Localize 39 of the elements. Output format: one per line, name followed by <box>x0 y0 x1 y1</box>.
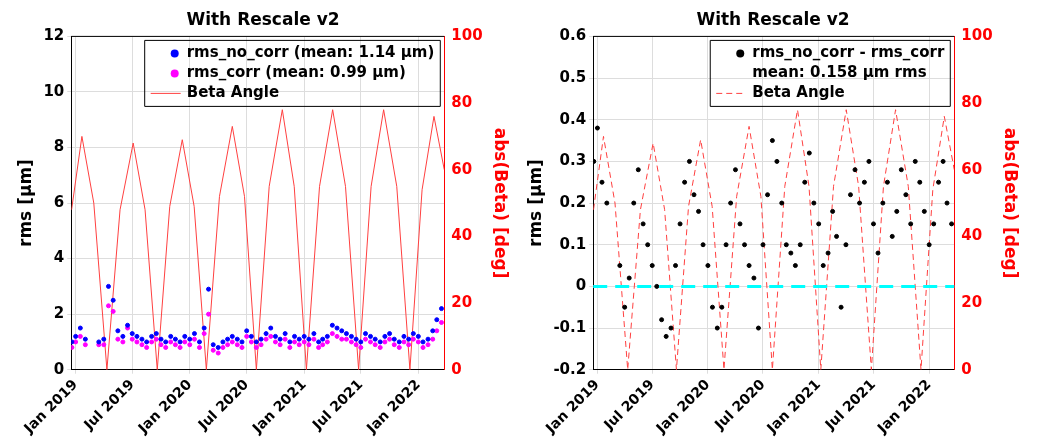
y-tick-label: 0.2 <box>559 192 587 211</box>
y2-tick-label: 100 <box>961 26 993 45</box>
legend-label: Beta Angle <box>752 83 845 102</box>
y-axis-title: rms [µm] <box>14 159 35 248</box>
y2-tick-label: 80 <box>961 92 983 111</box>
y2-tick-label: 100 <box>451 26 483 45</box>
y2-tick-label: 0 <box>961 359 972 378</box>
legend-label: rms_no_corr (mean: 1.14 µm) <box>186 43 435 62</box>
chart-title: With Rescale v2 <box>696 8 850 29</box>
y-tick-label: 0.1 <box>559 234 587 253</box>
y2-tick-label: 0 <box>451 359 462 378</box>
y-tick-label: 0.3 <box>559 151 587 170</box>
y-tick-label: 8 <box>53 137 65 156</box>
legend-label: Beta Angle <box>186 83 280 102</box>
y-tick-label: -0.1 <box>553 317 587 336</box>
y-axis-title: rms [µm] <box>524 159 545 248</box>
y2-tick-label: 60 <box>451 159 473 178</box>
y2-axis-title: abs(Beta) [deg] <box>1001 127 1022 279</box>
y-tick-label: 0.4 <box>559 109 587 128</box>
y-tick-label: 6 <box>53 192 65 211</box>
legend-label: rms_no_corr - rms_corr mean: 0.158 µm rms <box>752 43 945 82</box>
y-tick-label: 0.5 <box>559 67 587 86</box>
y-tick-label: 12 <box>43 26 65 45</box>
y2-tick-label: 20 <box>961 292 983 311</box>
y-tick-label: 4 <box>53 248 65 267</box>
chart-title: With Rescale v2 <box>186 8 340 29</box>
y2-tick-label: 60 <box>961 159 983 178</box>
y2-tick-label: 40 <box>451 226 473 245</box>
y-tick-label: 10 <box>43 81 65 100</box>
y-tick-label: 0 <box>53 359 65 378</box>
legend-label: rms_corr (mean: 0.99 µm) <box>186 63 406 82</box>
y2-tick-label: 20 <box>451 292 473 311</box>
y-tick-label: -0.2 <box>553 359 587 378</box>
y2-tick-label: 40 <box>961 226 983 245</box>
y-tick-label: 0 <box>575 276 587 295</box>
y-tick-label: 2 <box>53 304 65 323</box>
y2-tick-label: 80 <box>451 92 473 111</box>
y2-axis-title: abs(Beta) [deg] <box>491 127 512 279</box>
y-tick-label: 0.6 <box>559 26 587 45</box>
